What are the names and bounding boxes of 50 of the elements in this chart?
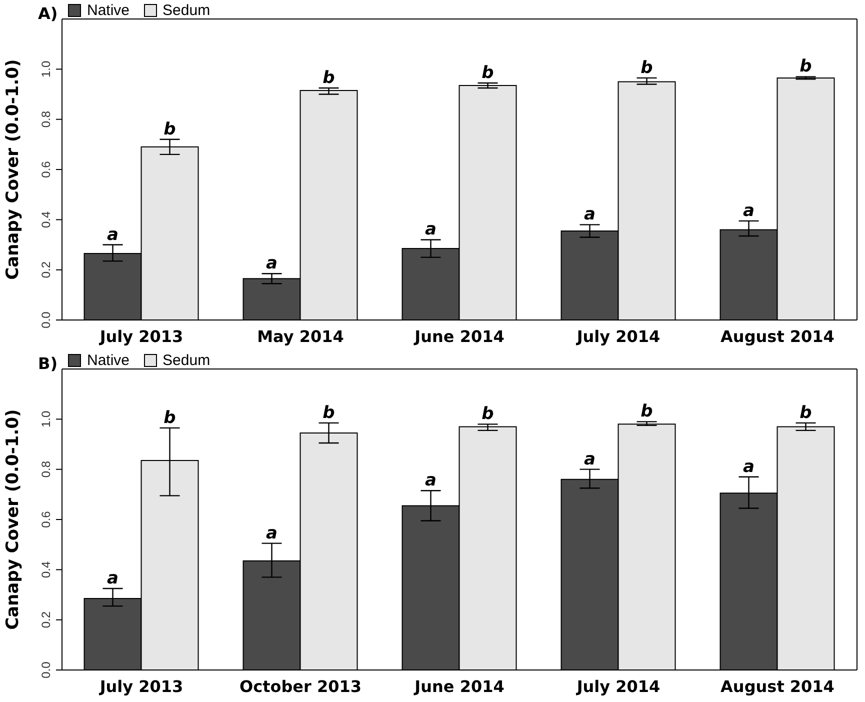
data-label: b [322,402,335,423]
y-tick-label: 0.8 [39,460,53,478]
data-label: a [743,200,754,221]
y-tick-label: 0.0 [39,661,53,678]
x-tick-label: October 2013 [239,677,362,696]
data-label: b [800,402,812,423]
data-label: a [584,204,596,225]
chart-title: B) [38,354,58,373]
data-label: a [107,224,118,245]
y-tick-label: 0.2 [39,611,53,628]
data-label: b [164,408,176,428]
data-label: a [425,220,436,240]
x-tick-label: July 2013 [98,677,184,696]
x-tick-label: June 2014 [414,677,504,696]
y-axis-title: Canapy Cover (0.0-1.0) [3,409,24,630]
data-label: b [482,62,494,83]
data-label: a [107,568,118,588]
x-tick-label: July 2014 [576,677,660,696]
x-tick-label: August 2014 [720,677,834,696]
data-label: b [800,56,812,77]
data-label: a [266,523,278,544]
x-tick-label: August 2014 [720,327,834,346]
x-tick-label: June 2014 [414,327,504,346]
y-tick-label: 0.4 [39,211,53,228]
y-tick-label: 0.8 [39,110,53,128]
y-tick-label: 0.2 [39,261,53,278]
x-tick-label: July 2013 [98,327,184,346]
y-axis-title: Canapy Cover (0.0-1.0) [3,59,24,280]
y-tick-label: 0.4 [39,561,53,578]
legend-label: Native [87,352,130,369]
x-tick-label: May 2014 [257,327,344,346]
y-tick-label: 0.0 [39,311,53,328]
data-label: b [640,402,653,422]
data-label: a [743,456,754,477]
y-tick-label: 0.6 [39,510,53,528]
data-label: a [584,449,596,470]
x-tick-label: July 2014 [576,327,660,346]
data-label: b [482,404,494,424]
legend-label: Sedum [162,352,210,369]
y-tick-label: 1.0 [39,60,53,78]
data-label: a [425,470,436,491]
data-label: b [164,119,176,140]
data-label: a [266,254,278,274]
y-tick-label: 1.0 [39,410,53,428]
chart-title: A) [38,4,58,23]
legend-label: Sedum [162,2,210,19]
data-label: b [322,68,335,88]
y-tick-label: 0.6 [39,160,53,178]
data-label: b [640,58,653,78]
legend-label: Native [87,2,130,19]
